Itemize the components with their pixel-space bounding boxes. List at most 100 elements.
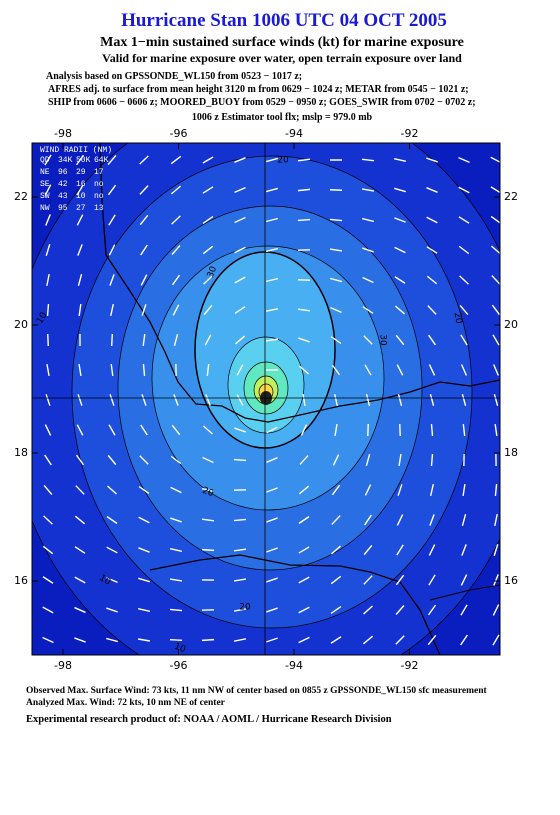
lat-label: 18 [14,446,28,459]
wind-vector [329,248,343,252]
wind-vector [44,154,52,166]
wind-vector [428,544,436,556]
wind-vector [365,454,371,466]
wind-vector [394,276,406,284]
radii-cell: 16 [76,180,86,189]
wind-vector [393,157,407,163]
lon-label: -94 [285,127,303,140]
wind-vector [458,216,470,224]
wind-vector [490,186,500,194]
wind-radii-table: WIND RADII (NM)QD 34K 50K 64K NE 96 29 17 SE 42 16… [40,146,112,213]
map-frame [31,142,501,656]
radii-cell: no [94,192,104,201]
wind-vector [110,303,114,317]
lat-label: 22 [504,190,518,203]
wind-vector [234,157,246,163]
wind-vector [461,514,467,526]
wind-vector [428,574,436,586]
wind-vector [298,337,310,343]
lon-label: -98 [54,127,72,140]
wind-vector [397,394,403,406]
wind-vector [171,215,181,225]
wind-vector [394,217,406,223]
wind-vector [74,637,86,643]
radii-cell: 29 [76,168,86,177]
lat-label: 20 [504,318,518,331]
wind-vector [74,576,86,584]
wind-vector [492,634,500,646]
analysis-line: SHIP from 0606 − 0606 z; MOORED_BUOY fro… [48,97,476,108]
wind-vector [205,394,211,406]
wind-vector [364,364,372,376]
wind-vector [76,424,84,436]
analysis-line: AFRES adj. to surface from mean height 3… [48,84,469,95]
wind-vector [235,335,245,345]
wind-field [32,143,500,655]
wind-vector [459,304,469,316]
contour-label: 10 [173,642,187,655]
subtitle: Max 1−min sustained surface winds (kt) f… [100,35,464,50]
wind-vector [42,545,54,555]
radii-cell: NE [40,168,50,177]
wind-vector [170,155,182,165]
wind-vector [78,303,82,317]
radii-column: 34K [58,156,73,165]
wind-vector [171,424,181,436]
wind-vector [460,334,468,346]
wind-vector [234,216,246,224]
wind-vector [458,245,470,255]
wind-vector [170,486,182,494]
wind-vector [461,394,467,406]
wind-vector [107,184,117,196]
wind-vector [363,575,373,585]
wind-vector [42,606,54,614]
wind-vector [396,364,404,376]
wind-vector [77,274,83,286]
observed-max: Observed Max. Surface Wind: 73 kts, 11 n… [26,686,487,696]
credit: Experimental research product of: NOAA /… [26,714,392,725]
wind-vector [493,394,499,406]
wind-vector [430,423,434,437]
wind-vector [332,454,340,466]
wind-vector [265,338,279,342]
wind-vector [396,514,404,526]
wind-vector [458,186,470,194]
wind-vector [429,514,435,526]
wind-vector [365,394,371,406]
wind-vector [42,576,54,584]
wind-vector [363,605,373,615]
wind-vector [46,303,50,317]
wind-vector [460,574,468,586]
wind-vector [169,608,183,612]
wind-vector [106,577,118,583]
wind-vector [236,394,244,406]
wind-vector [427,305,437,315]
wind-vector [234,306,246,314]
wind-vector [137,608,151,612]
wind-vector [171,245,181,255]
wind-vector [172,304,180,316]
wind-vector [297,308,311,312]
wind-vector [106,607,118,613]
wind-vector [492,604,500,616]
wind-vector [491,275,500,285]
wind-vector [108,424,116,436]
wind-vector [233,608,247,612]
wind-vector [142,333,146,347]
wind-vector [110,333,114,347]
wind-vector [108,214,116,226]
lat-label: 16 [504,574,518,587]
wind-vector [202,487,214,493]
wind-vector [459,275,469,285]
wind-vector [494,513,498,527]
wind-vector [395,574,405,586]
wind-vector [42,636,54,644]
wind-vector [139,185,149,195]
wind-vector [266,217,278,223]
wind-vector [462,423,466,437]
wind-vector [77,394,83,406]
lon-label: -96 [170,659,188,672]
wind-vector [173,334,179,346]
wind-vector [107,154,117,166]
wind-vector [169,547,183,553]
